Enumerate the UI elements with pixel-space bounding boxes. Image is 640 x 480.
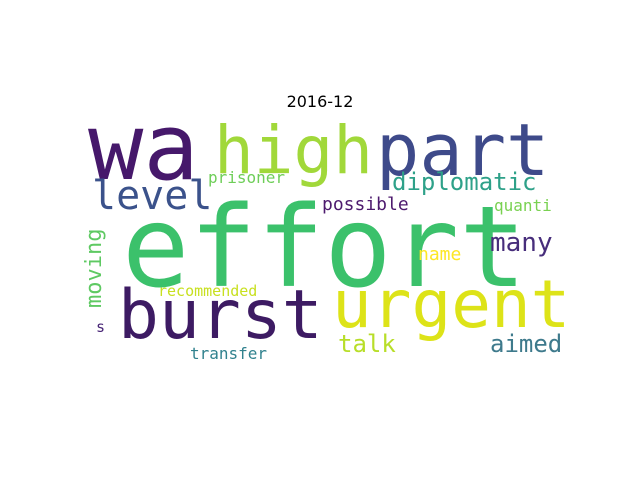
word-name: name [418,244,462,265]
word-recommended: recommended [158,282,258,300]
word-level: level [92,173,213,219]
word-moving: moving [82,228,107,308]
word-wa: wa [88,94,199,201]
word-urgent: urgent [332,266,571,343]
word-effort: effort [122,183,527,313]
word-burst: burst [118,276,323,355]
word-prisoner: prisoner [208,168,286,187]
word-cloud: wa high part effort level diplomatic pri… [80,102,570,366]
word-aimed: aimed [490,330,563,358]
word-talk: talk [338,330,396,358]
word-high: high [214,112,373,189]
chart-title: 2016-12 [286,92,354,111]
word-possible: possible [322,194,409,215]
word-quanti: quanti [494,196,552,215]
word-s: s [96,318,106,336]
word-many: many [490,228,553,258]
word-part: part [376,108,550,192]
word-transfer: transfer [190,344,268,363]
word-diplomatic: diplomatic [392,168,537,196]
